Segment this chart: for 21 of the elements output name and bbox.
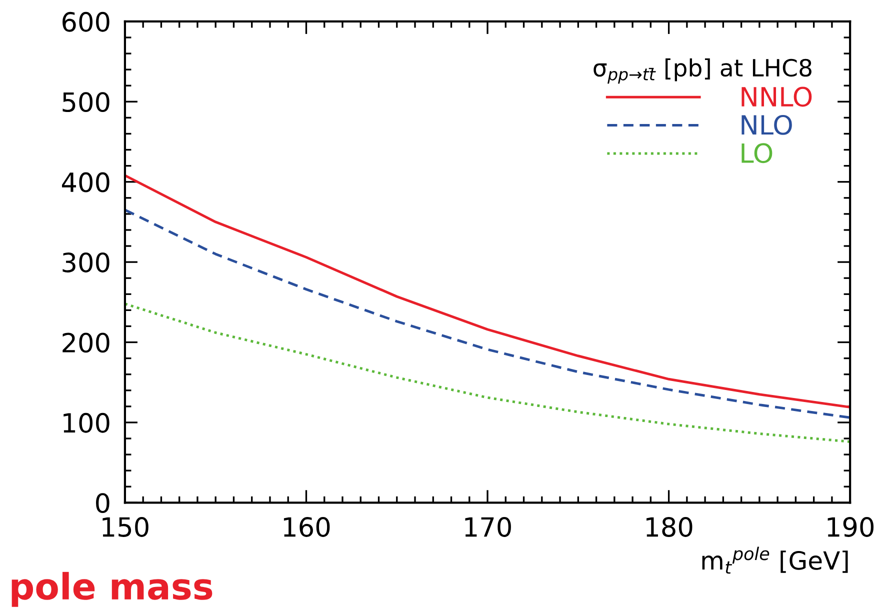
text: pole mass (12, 572, 212, 607)
line-series (124, 208, 850, 419)
y-tick-label: 0 (96, 493, 110, 514)
legend-label: LO (742, 143, 772, 164)
y-tick-label: 500 (62, 92, 110, 112)
legend-title: σ$_{pp→tt̄}$ [pb] at LHC8 (594, 58, 812, 84)
y-tick-label: 300 (62, 252, 110, 272)
legend-label: NNLO (742, 86, 812, 107)
x-tick-label: 160 (284, 517, 330, 537)
line-series (124, 174, 850, 408)
y-tick-label: 400 (62, 172, 110, 192)
x-tick-label: 170 (465, 517, 511, 537)
x-tick-label: 150 (102, 517, 148, 537)
line-series (124, 302, 850, 443)
x-axis-title: m$_{t}$$^{pole}$ [GeV] (702, 546, 848, 574)
y-tick-label: 100 (64, 412, 110, 433)
y-tick-label: 200 (62, 332, 110, 353)
x-tick-label: 190 (828, 517, 874, 537)
x-tick-label: 180 (646, 517, 692, 537)
y-tick-label: 600 (62, 12, 110, 32)
legend-label: NLO (742, 114, 792, 135)
